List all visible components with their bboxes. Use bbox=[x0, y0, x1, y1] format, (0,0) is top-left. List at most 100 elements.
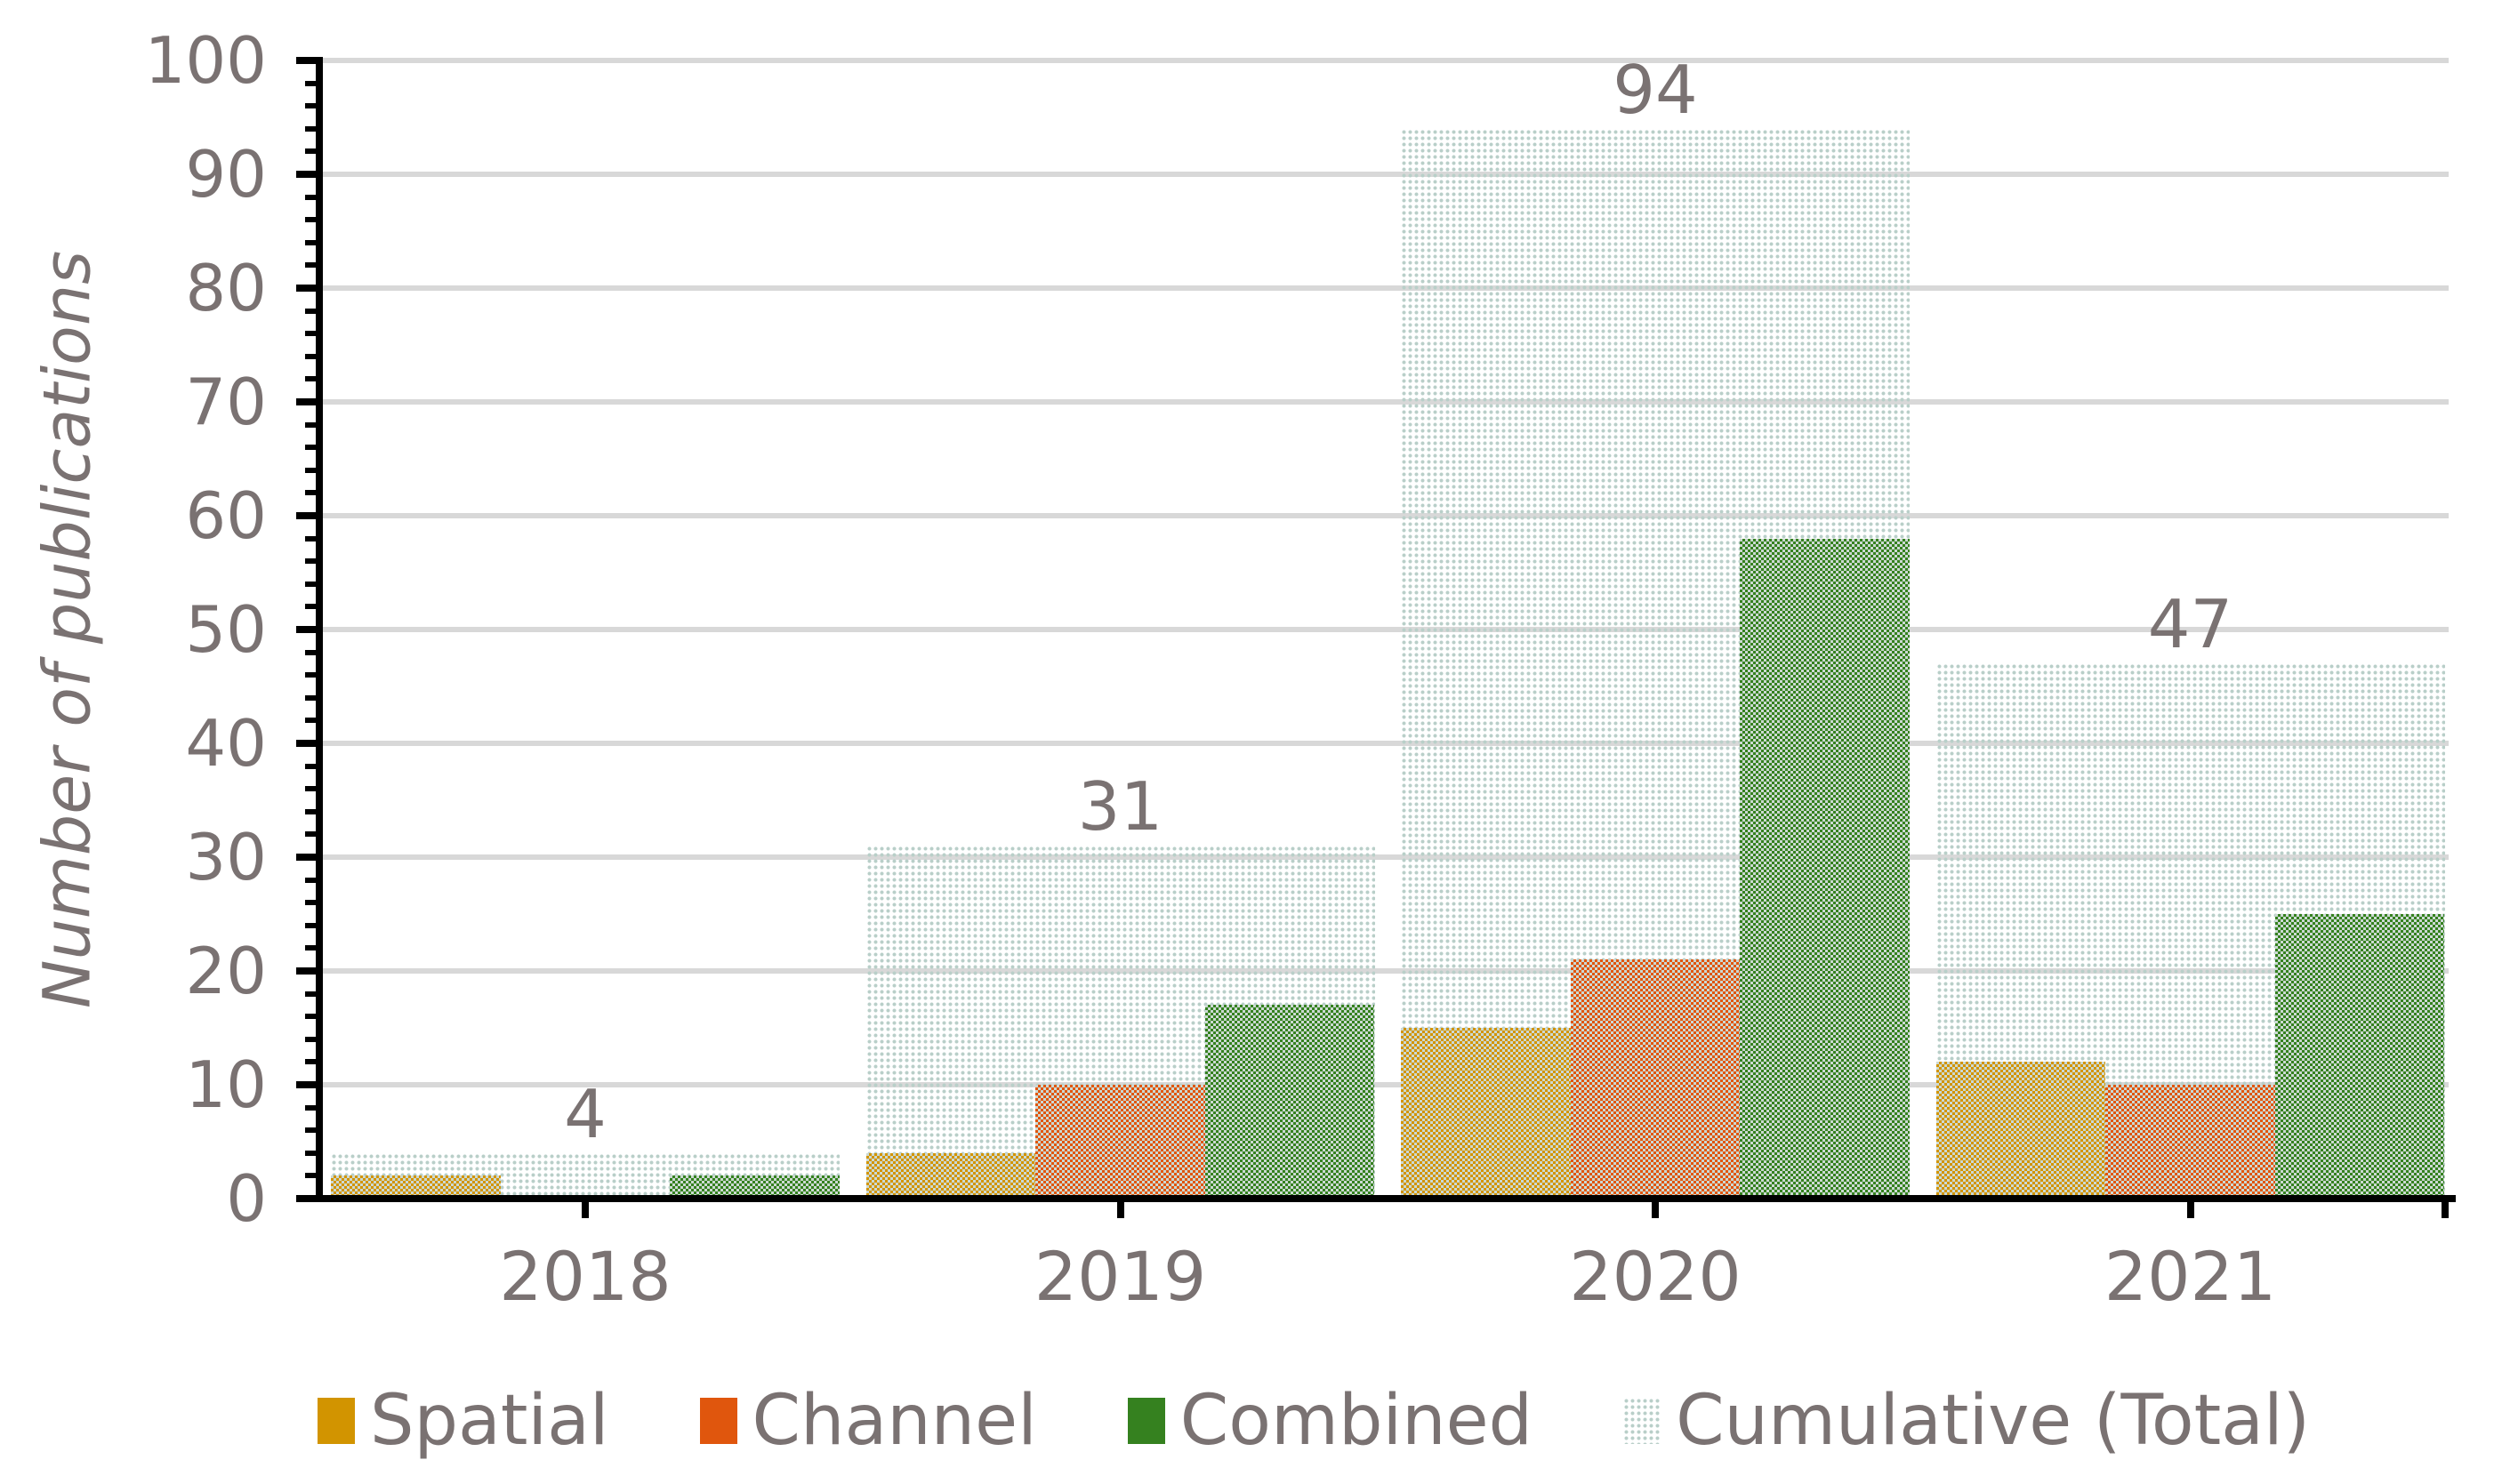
bar-value-label: 31 bbox=[1077, 767, 1163, 846]
y-minor-tick bbox=[305, 148, 323, 155]
spatial-bar bbox=[331, 1175, 501, 1199]
x-tick bbox=[1652, 1202, 1659, 1218]
combined-bar bbox=[2274, 914, 2445, 1199]
y-minor-tick bbox=[305, 1059, 323, 1065]
y-minor-tick bbox=[305, 1150, 323, 1156]
legend-swatch bbox=[1127, 1398, 1165, 1444]
y-major-tick bbox=[296, 1195, 323, 1202]
legend-label: Spatial bbox=[370, 1381, 609, 1461]
legend-item-channel: Channel bbox=[699, 1381, 1037, 1461]
y-minor-tick bbox=[305, 1173, 323, 1179]
y-major-tick bbox=[296, 740, 323, 747]
legend-item-spatial: Spatial bbox=[318, 1386, 609, 1456]
y-minor-tick bbox=[305, 1127, 323, 1134]
gridline bbox=[323, 854, 2449, 860]
legend-item-combined: Combined bbox=[1127, 1381, 1533, 1461]
y-axis-line bbox=[316, 57, 323, 1202]
y-major-tick bbox=[296, 626, 323, 633]
channel-bar bbox=[1035, 1085, 1205, 1199]
legend-label: Cumulative (Total) bbox=[1676, 1381, 2311, 1461]
gridline bbox=[323, 399, 2449, 405]
x-axis-label: 2019 bbox=[1034, 1237, 1207, 1316]
y-minor-tick bbox=[305, 558, 323, 565]
legend-swatch bbox=[318, 1398, 355, 1444]
y-axis-tick-label: 90 bbox=[185, 137, 267, 212]
y-minor-tick bbox=[305, 421, 323, 428]
y-minor-tick bbox=[305, 991, 323, 997]
channel-bar bbox=[1570, 959, 1741, 1199]
y-minor-tick bbox=[305, 786, 323, 792]
y-axis-tick-label: 0 bbox=[226, 1161, 267, 1236]
combined-bar bbox=[1740, 538, 1910, 1199]
y-axis-tick-label: 70 bbox=[185, 365, 267, 439]
y-minor-tick bbox=[305, 718, 323, 724]
y-axis-tick-label: 20 bbox=[185, 934, 267, 1008]
y-minor-tick bbox=[305, 763, 323, 769]
x-axis-line bbox=[316, 1195, 2456, 1202]
y-minor-tick bbox=[305, 877, 323, 883]
y-minor-tick bbox=[305, 1104, 323, 1111]
y-minor-tick bbox=[305, 467, 323, 473]
legend-item-cumulative-total: Cumulative (Total) bbox=[1623, 1386, 2310, 1456]
y-minor-tick bbox=[305, 103, 323, 109]
y-minor-tick bbox=[305, 239, 323, 245]
y-minor-tick bbox=[305, 1036, 323, 1042]
x-tick bbox=[582, 1202, 589, 1218]
y-minor-tick bbox=[305, 217, 323, 223]
y-axis-tick-label: 50 bbox=[185, 592, 267, 667]
y-minor-tick bbox=[305, 672, 323, 678]
legend-label: Channel bbox=[752, 1381, 1037, 1461]
y-major-tick bbox=[296, 967, 323, 975]
y-minor-tick bbox=[305, 262, 323, 269]
y-axis-tick-label: 100 bbox=[144, 23, 267, 98]
y-major-tick bbox=[296, 398, 323, 405]
gridline bbox=[323, 1082, 2449, 1087]
y-major-tick bbox=[296, 512, 323, 519]
y-minor-tick bbox=[305, 80, 323, 86]
y-minor-tick bbox=[305, 331, 323, 337]
y-major-tick bbox=[296, 854, 323, 861]
y-minor-tick bbox=[305, 581, 323, 587]
y-minor-tick bbox=[305, 945, 323, 951]
gridline bbox=[323, 968, 2449, 974]
y-minor-tick bbox=[305, 649, 323, 655]
y-major-tick bbox=[296, 285, 323, 292]
y-minor-tick bbox=[305, 900, 323, 906]
y-axis-tick-label: 30 bbox=[185, 820, 267, 894]
bar-value-label: 94 bbox=[1613, 50, 1698, 129]
y-major-tick bbox=[296, 1081, 323, 1088]
y-minor-tick bbox=[305, 445, 323, 451]
gridline bbox=[323, 285, 2449, 291]
y-major-tick bbox=[296, 57, 323, 64]
y-minor-tick bbox=[305, 922, 323, 928]
y-minor-tick bbox=[305, 831, 323, 838]
gridline bbox=[323, 58, 2449, 63]
y-minor-tick bbox=[305, 308, 323, 314]
combined-bar bbox=[670, 1175, 840, 1199]
y-minor-tick bbox=[305, 535, 323, 541]
y-minor-tick bbox=[305, 604, 323, 610]
spatial-bar bbox=[1935, 1062, 2106, 1199]
combined-bar bbox=[1204, 1005, 1375, 1199]
x-tick bbox=[2186, 1202, 2194, 1218]
y-axis-tick-label: 10 bbox=[185, 1047, 267, 1122]
y-minor-tick bbox=[305, 353, 323, 359]
bar-value-label: 47 bbox=[2147, 585, 2233, 664]
gridline bbox=[323, 741, 2449, 746]
x-end-tick bbox=[2442, 1202, 2449, 1218]
y-minor-tick bbox=[305, 1014, 323, 1020]
x-axis-label: 2021 bbox=[2104, 1237, 2277, 1316]
legend: Spatial Channel Combined Cumulative (Total) bbox=[318, 1386, 2310, 1456]
legend-label: Combined bbox=[1179, 1381, 1533, 1461]
x-tick bbox=[1116, 1202, 1124, 1218]
bar-value-label: 4 bbox=[564, 1074, 607, 1153]
legend-swatch bbox=[1623, 1398, 1661, 1444]
y-axis-tick-label: 40 bbox=[185, 706, 267, 781]
y-minor-tick bbox=[305, 125, 323, 132]
y-minor-tick bbox=[305, 194, 323, 200]
gridline bbox=[323, 627, 2449, 632]
gridline bbox=[323, 513, 2449, 518]
y-minor-tick bbox=[305, 376, 323, 382]
x-axis-label: 2020 bbox=[1569, 1237, 1742, 1316]
